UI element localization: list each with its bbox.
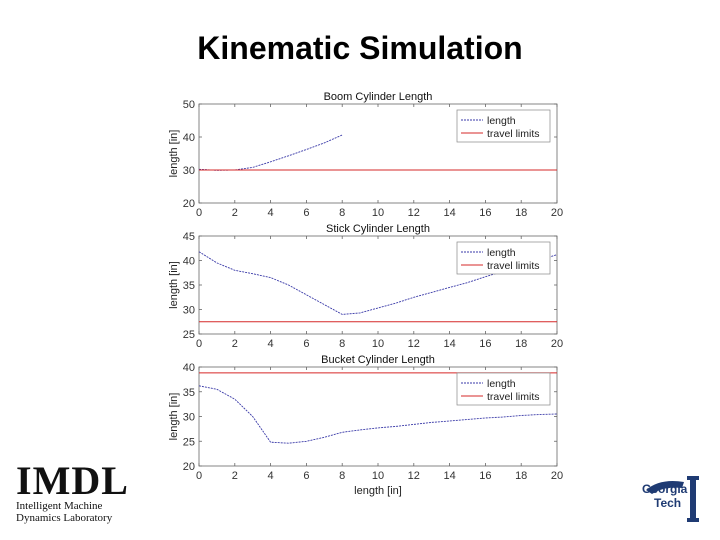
georgia-tech-emblem-icon: [646, 476, 699, 522]
legend-entry: travel limits: [487, 260, 540, 272]
x-tick-label: 14: [443, 338, 455, 350]
imdl-logo-text: IMDL: [16, 458, 129, 503]
x-tick-label: 6: [303, 470, 309, 482]
imdl-logo-line1: Intelligent Machine: [16, 500, 103, 512]
y-tick-label: 30: [183, 305, 195, 317]
x-tick-label: 20: [551, 470, 563, 482]
chart-title: Stick Cylinder Length: [326, 223, 430, 235]
x-tick-label: 12: [408, 207, 420, 219]
x-tick-label: 0: [196, 338, 202, 350]
y-tick-label: 30: [183, 412, 195, 424]
x-tick-label: 0: [196, 470, 202, 482]
legend-box: [456, 241, 551, 275]
y-tick-label: 40: [183, 132, 195, 144]
y-tick-label: 35: [183, 280, 195, 292]
x-tick-label: 2: [232, 338, 238, 350]
legend-entry: length: [487, 247, 516, 259]
legend-entry: length: [487, 378, 516, 390]
y-tick-label: 35: [183, 387, 195, 399]
y-tick-label: 45: [183, 231, 195, 243]
y-tick-label: 40: [183, 256, 195, 268]
x-tick-label: 0: [196, 207, 202, 219]
x-tick-label: 14: [443, 207, 455, 219]
x-tick-label: 16: [479, 470, 491, 482]
legend-box: [456, 372, 551, 406]
x-tick-label: 4: [268, 470, 274, 482]
legend-entry: travel limits: [487, 128, 540, 140]
y-tick-label: 25: [183, 329, 195, 341]
chart-panel-3: 0 2 4 6 8 10 12 14 16 18 20 20 25 30 35 40 Bucket Cylind…: [168, 354, 563, 497]
x-tick-label: 12: [408, 338, 420, 350]
series-line-length: [198, 134, 343, 171]
legend-entry: travel limits: [487, 391, 540, 403]
chart-panel-2: 0 2 4 6 8 10 12 14 16 18 20 25 30 35 40 45 Stick Cylinde…: [168, 223, 563, 350]
x-tick-label: 16: [479, 338, 491, 350]
x-tick-label: 10: [372, 470, 384, 482]
y-axis-label: length [in]: [168, 130, 180, 178]
x-tick-label: 12: [408, 470, 420, 482]
gt-logo-line2: Tech: [654, 496, 682, 510]
y-tick-label: 25: [183, 436, 195, 448]
georgia-tech-logo: Georgia Tech: [640, 470, 710, 530]
imdl-logo-line2: Dynamics Laboratory: [16, 512, 113, 524]
x-tick-label: 18: [515, 207, 527, 219]
y-tick-label: 40: [183, 362, 195, 374]
slide-title: Kinematic Simulation: [197, 30, 523, 66]
x-tick-label: 6: [303, 207, 309, 219]
x-tick-label: 4: [268, 338, 274, 350]
chart-panel-1: 0 2 4 6 8 10 12 14 16 18 20 20 30 40 50 Boom Cylinder L…: [168, 91, 563, 219]
imdl-logo: IMDL Intelligent Machine Dynamics Labora…: [16, 458, 136, 525]
legend-box: [456, 109, 551, 143]
x-tick-label: 18: [515, 470, 527, 482]
y-tick-label: 30: [183, 165, 195, 177]
y-tick-label: 20: [183, 461, 195, 473]
x-tick-label: 8: [339, 470, 345, 482]
x-tick-label: 8: [339, 338, 345, 350]
legend-entry: length: [487, 115, 516, 127]
x-axis-label: length [in]: [354, 485, 402, 497]
x-tick-label: 4: [268, 207, 274, 219]
x-tick-label: 6: [303, 338, 309, 350]
x-tick-label: 18: [515, 338, 527, 350]
x-tick-label: 10: [372, 207, 384, 219]
chart-title: Bucket Cylinder Length: [321, 354, 435, 366]
y-axis-label: length [in]: [168, 261, 180, 309]
chart-title: Boom Cylinder Length: [324, 91, 433, 103]
x-tick-label: 10: [372, 338, 384, 350]
x-tick-label: 2: [232, 207, 238, 219]
y-tick-label: 20: [183, 198, 195, 210]
y-axis-label: length [in]: [168, 393, 180, 441]
x-tick-label: 20: [551, 338, 563, 350]
x-tick-label: 16: [479, 207, 491, 219]
x-tick-label: 20: [551, 207, 563, 219]
gt-logo-line1: Georgia: [642, 482, 688, 496]
x-tick-label: 8: [339, 207, 345, 219]
x-tick-label: 2: [232, 470, 238, 482]
x-tick-label: 14: [443, 470, 455, 482]
y-tick-label: 50: [183, 99, 195, 111]
